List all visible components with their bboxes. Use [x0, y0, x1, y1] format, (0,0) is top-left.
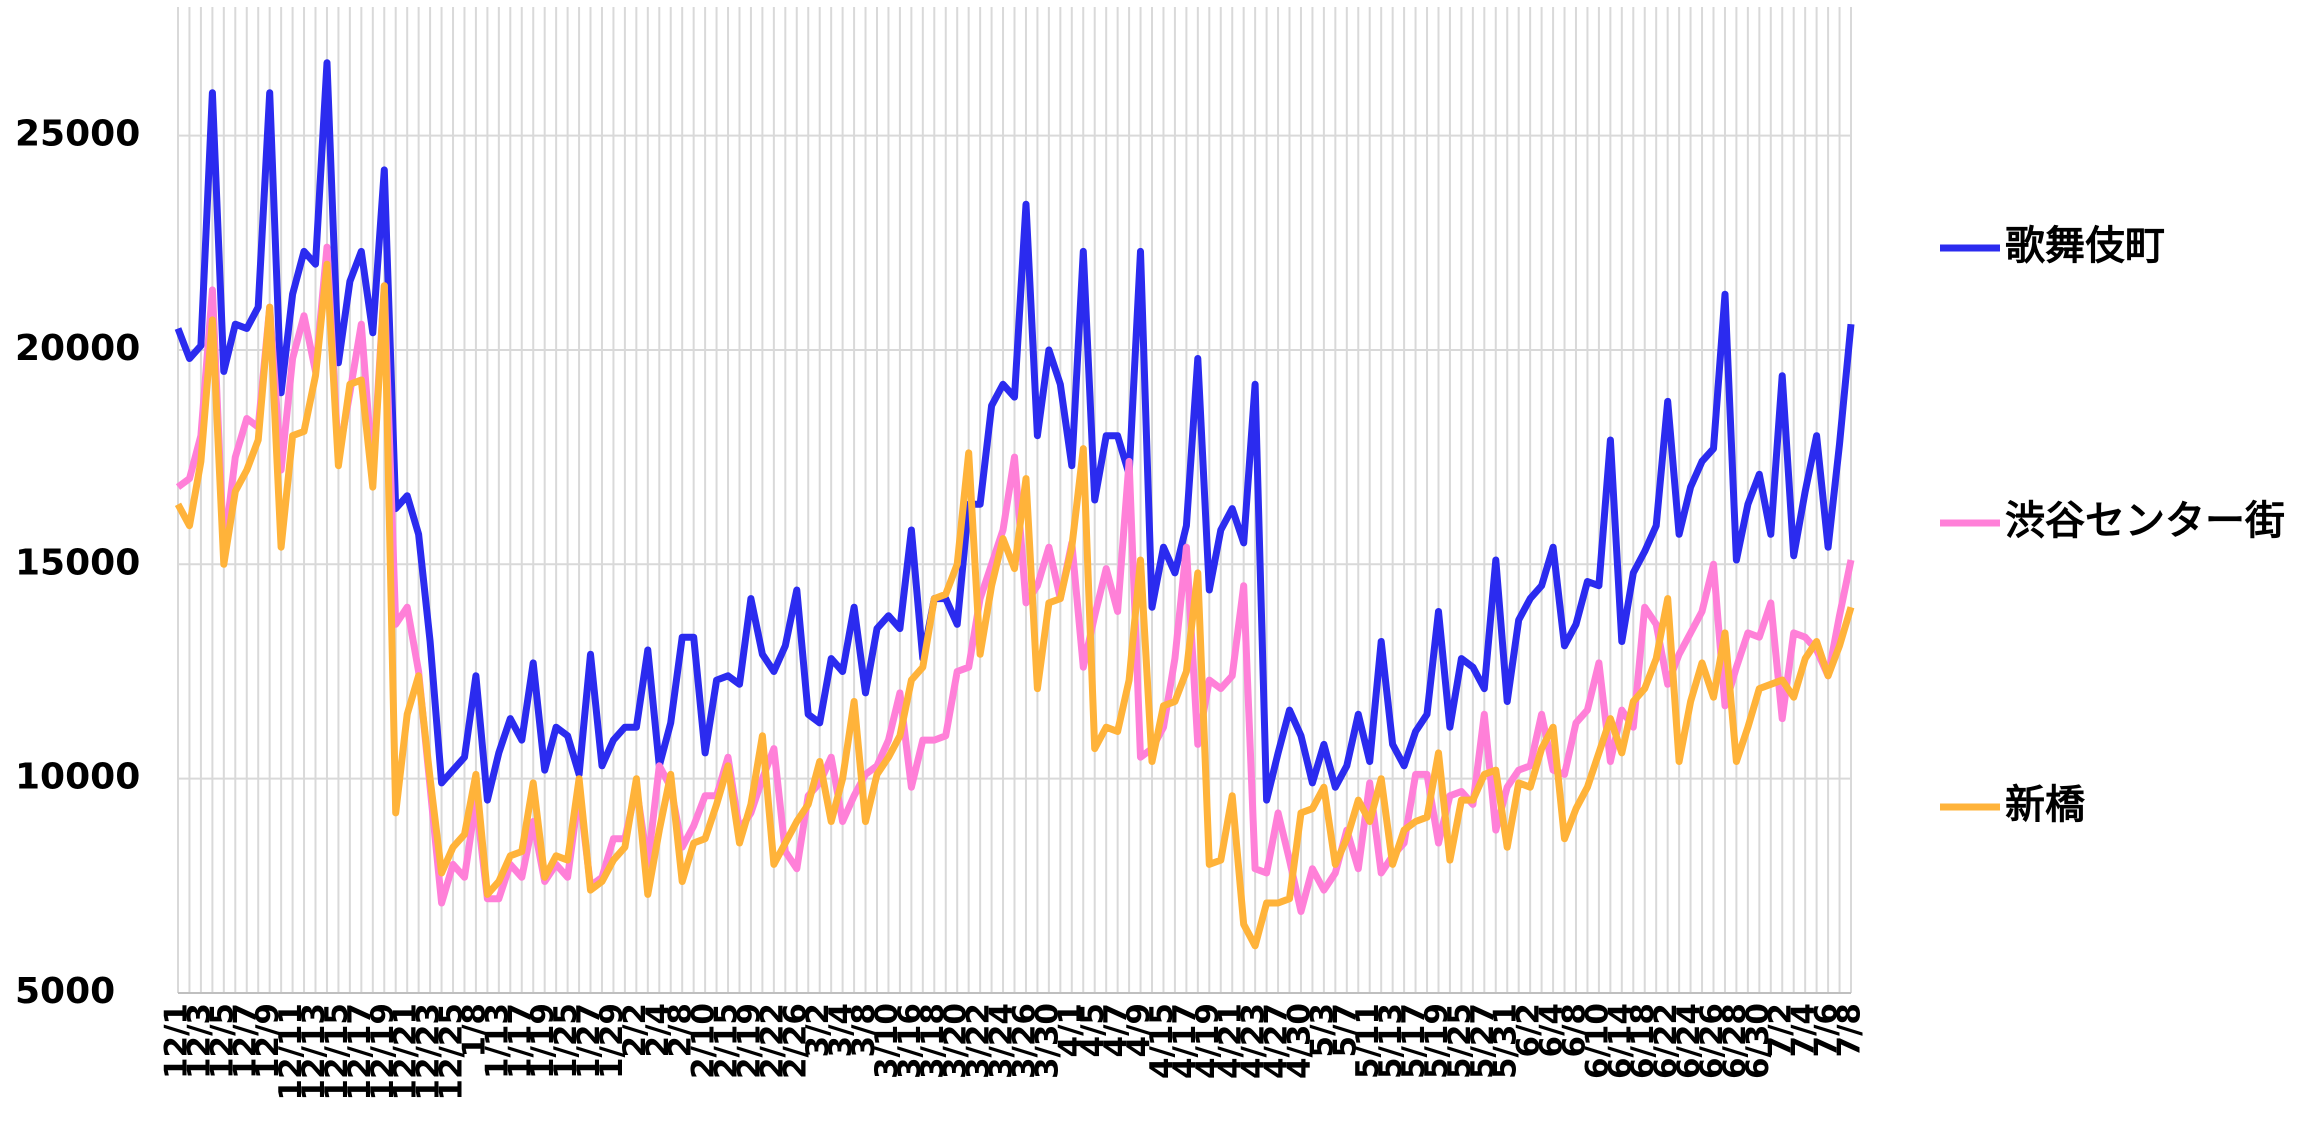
- x-tick-label: 2/4: [640, 1003, 676, 1057]
- series-line: [175, 243, 1855, 915]
- y-tick-label: 15000: [15, 542, 140, 583]
- x-tick-label: 2/26: [777, 1003, 813, 1079]
- x-tick-label: 7/4: [1786, 1003, 1822, 1057]
- x-tick-label: 12/9: [250, 1003, 286, 1079]
- x-tick-label: 2/15: [709, 1003, 745, 1079]
- x-tick-label: 1/29: [594, 1003, 630, 1079]
- x-tick-label: 3/2: [800, 1003, 836, 1057]
- x-tick-label: 1/13: [479, 1003, 515, 1079]
- series-line: [174, 260, 1855, 950]
- x-tick-label: 4/30: [1281, 1003, 1317, 1079]
- x-tick-label: 5/7: [1327, 1003, 1363, 1057]
- x-tick-label: 2/2: [617, 1003, 653, 1057]
- x-tick-label: 1/27: [571, 1003, 607, 1079]
- x-tick-label: 4/9: [1121, 1003, 1157, 1057]
- x-tick-label: 1/17: [502, 1003, 538, 1079]
- x-tick-label: 6/30: [1740, 1003, 1776, 1079]
- x-tick-label: 7/2: [1763, 1003, 1799, 1057]
- x-tick-label: 6/10: [1579, 1003, 1615, 1079]
- y-tick-label: 25000: [15, 114, 140, 155]
- x-tick-label: 4/17: [1167, 1003, 1203, 1079]
- x-tick-label: 1/19: [525, 1003, 561, 1079]
- x-tick-label: 12/7: [227, 1003, 263, 1079]
- x-tick-label: 4/19: [1190, 1003, 1226, 1079]
- x-tick-label: 3/20: [938, 1003, 974, 1079]
- x-tick-label: 6/18: [1625, 1003, 1661, 1079]
- legend-label: 渋谷センター街: [2005, 498, 2285, 544]
- x-tick-label: 1/25: [548, 1003, 584, 1079]
- x-tick-label: 12/19: [365, 1003, 401, 1101]
- x-tick-label: 4/27: [1259, 1003, 1295, 1079]
- x-tick-label: 12/21: [388, 1003, 424, 1101]
- x-tick-label: 5/17: [1396, 1003, 1432, 1079]
- x-tick-label: 12/11: [273, 1003, 309, 1101]
- x-tick-label: 5/13: [1373, 1003, 1409, 1079]
- x-tick-label: 6/26: [1694, 1003, 1730, 1079]
- x-tick-label: 12/5: [204, 1003, 240, 1079]
- x-tick-label: 6/28: [1717, 1003, 1753, 1079]
- series-line: [174, 59, 1855, 804]
- x-tick-label: 3/10: [869, 1003, 905, 1079]
- x-tick-label: 12/1: [159, 1003, 195, 1079]
- x-tick-label: 3/8: [846, 1003, 882, 1057]
- x-tick-label: 6/24: [1671, 1003, 1707, 1079]
- x-tick-label: 2/22: [754, 1003, 790, 1079]
- x-tick-label: 3/22: [961, 1003, 997, 1079]
- x-tick-label: 5/27: [1465, 1003, 1501, 1079]
- x-tick-label: 4/23: [1236, 1003, 1272, 1079]
- x-tick-label: 5/11: [1350, 1003, 1386, 1079]
- x-tick-label: 12/23: [411, 1003, 447, 1101]
- x-tick-label: 3/16: [892, 1003, 928, 1079]
- x-tick-label: 5/25: [1442, 1003, 1478, 1079]
- x-tick-label: 7/6: [1809, 1003, 1845, 1057]
- y-tick-label: 20000: [15, 328, 140, 369]
- x-tick-label: 4/1: [1052, 1003, 1088, 1057]
- x-tick-label: 6/14: [1602, 1003, 1638, 1079]
- x-tick-label: 2/8: [663, 1003, 699, 1057]
- x-tick-label: 5/3: [1304, 1003, 1340, 1057]
- x-tick-label: 1/8: [456, 1003, 492, 1057]
- y-tick-label: 10000: [15, 757, 140, 798]
- x-tick-label: 12/13: [296, 1003, 332, 1101]
- x-tick-label: 5/31: [1488, 1003, 1524, 1079]
- x-tick-label: 7/8: [1832, 1003, 1868, 1057]
- x-tick-label: 6/4: [1534, 1003, 1570, 1057]
- x-tick-label: 4/7: [1098, 1003, 1134, 1057]
- x-tick-label: 12/3: [181, 1003, 217, 1079]
- x-tick-label: 2/19: [731, 1003, 767, 1079]
- x-tick-label: 12/25: [434, 1003, 470, 1101]
- x-tick-label: 6/8: [1556, 1003, 1592, 1057]
- x-tick-label: 6/2: [1511, 1003, 1547, 1057]
- x-tick-label: 3/24: [984, 1003, 1020, 1079]
- legend-label: 歌舞伎町: [2005, 223, 2165, 269]
- x-tick-label: 3/26: [1006, 1003, 1042, 1079]
- x-tick-label: 3/30: [1029, 1003, 1065, 1079]
- x-tick-label: 3/18: [915, 1003, 951, 1079]
- y-tick-label: 5000: [15, 971, 115, 1012]
- x-tick-label: 6/22: [1648, 1003, 1684, 1079]
- x-tick-label: 12/15: [319, 1003, 355, 1101]
- x-tick-label: 5/19: [1419, 1003, 1455, 1079]
- x-tick-label: 4/5: [1075, 1003, 1111, 1057]
- x-tick-label: 3/4: [823, 1003, 859, 1057]
- legend-label: 新橋: [2005, 782, 2085, 828]
- x-tick-label: 2/10: [686, 1003, 722, 1079]
- x-tick-label: 12/17: [342, 1003, 378, 1101]
- x-tick-label: 4/15: [1144, 1003, 1180, 1079]
- x-tick-label: 4/21: [1213, 1003, 1249, 1079]
